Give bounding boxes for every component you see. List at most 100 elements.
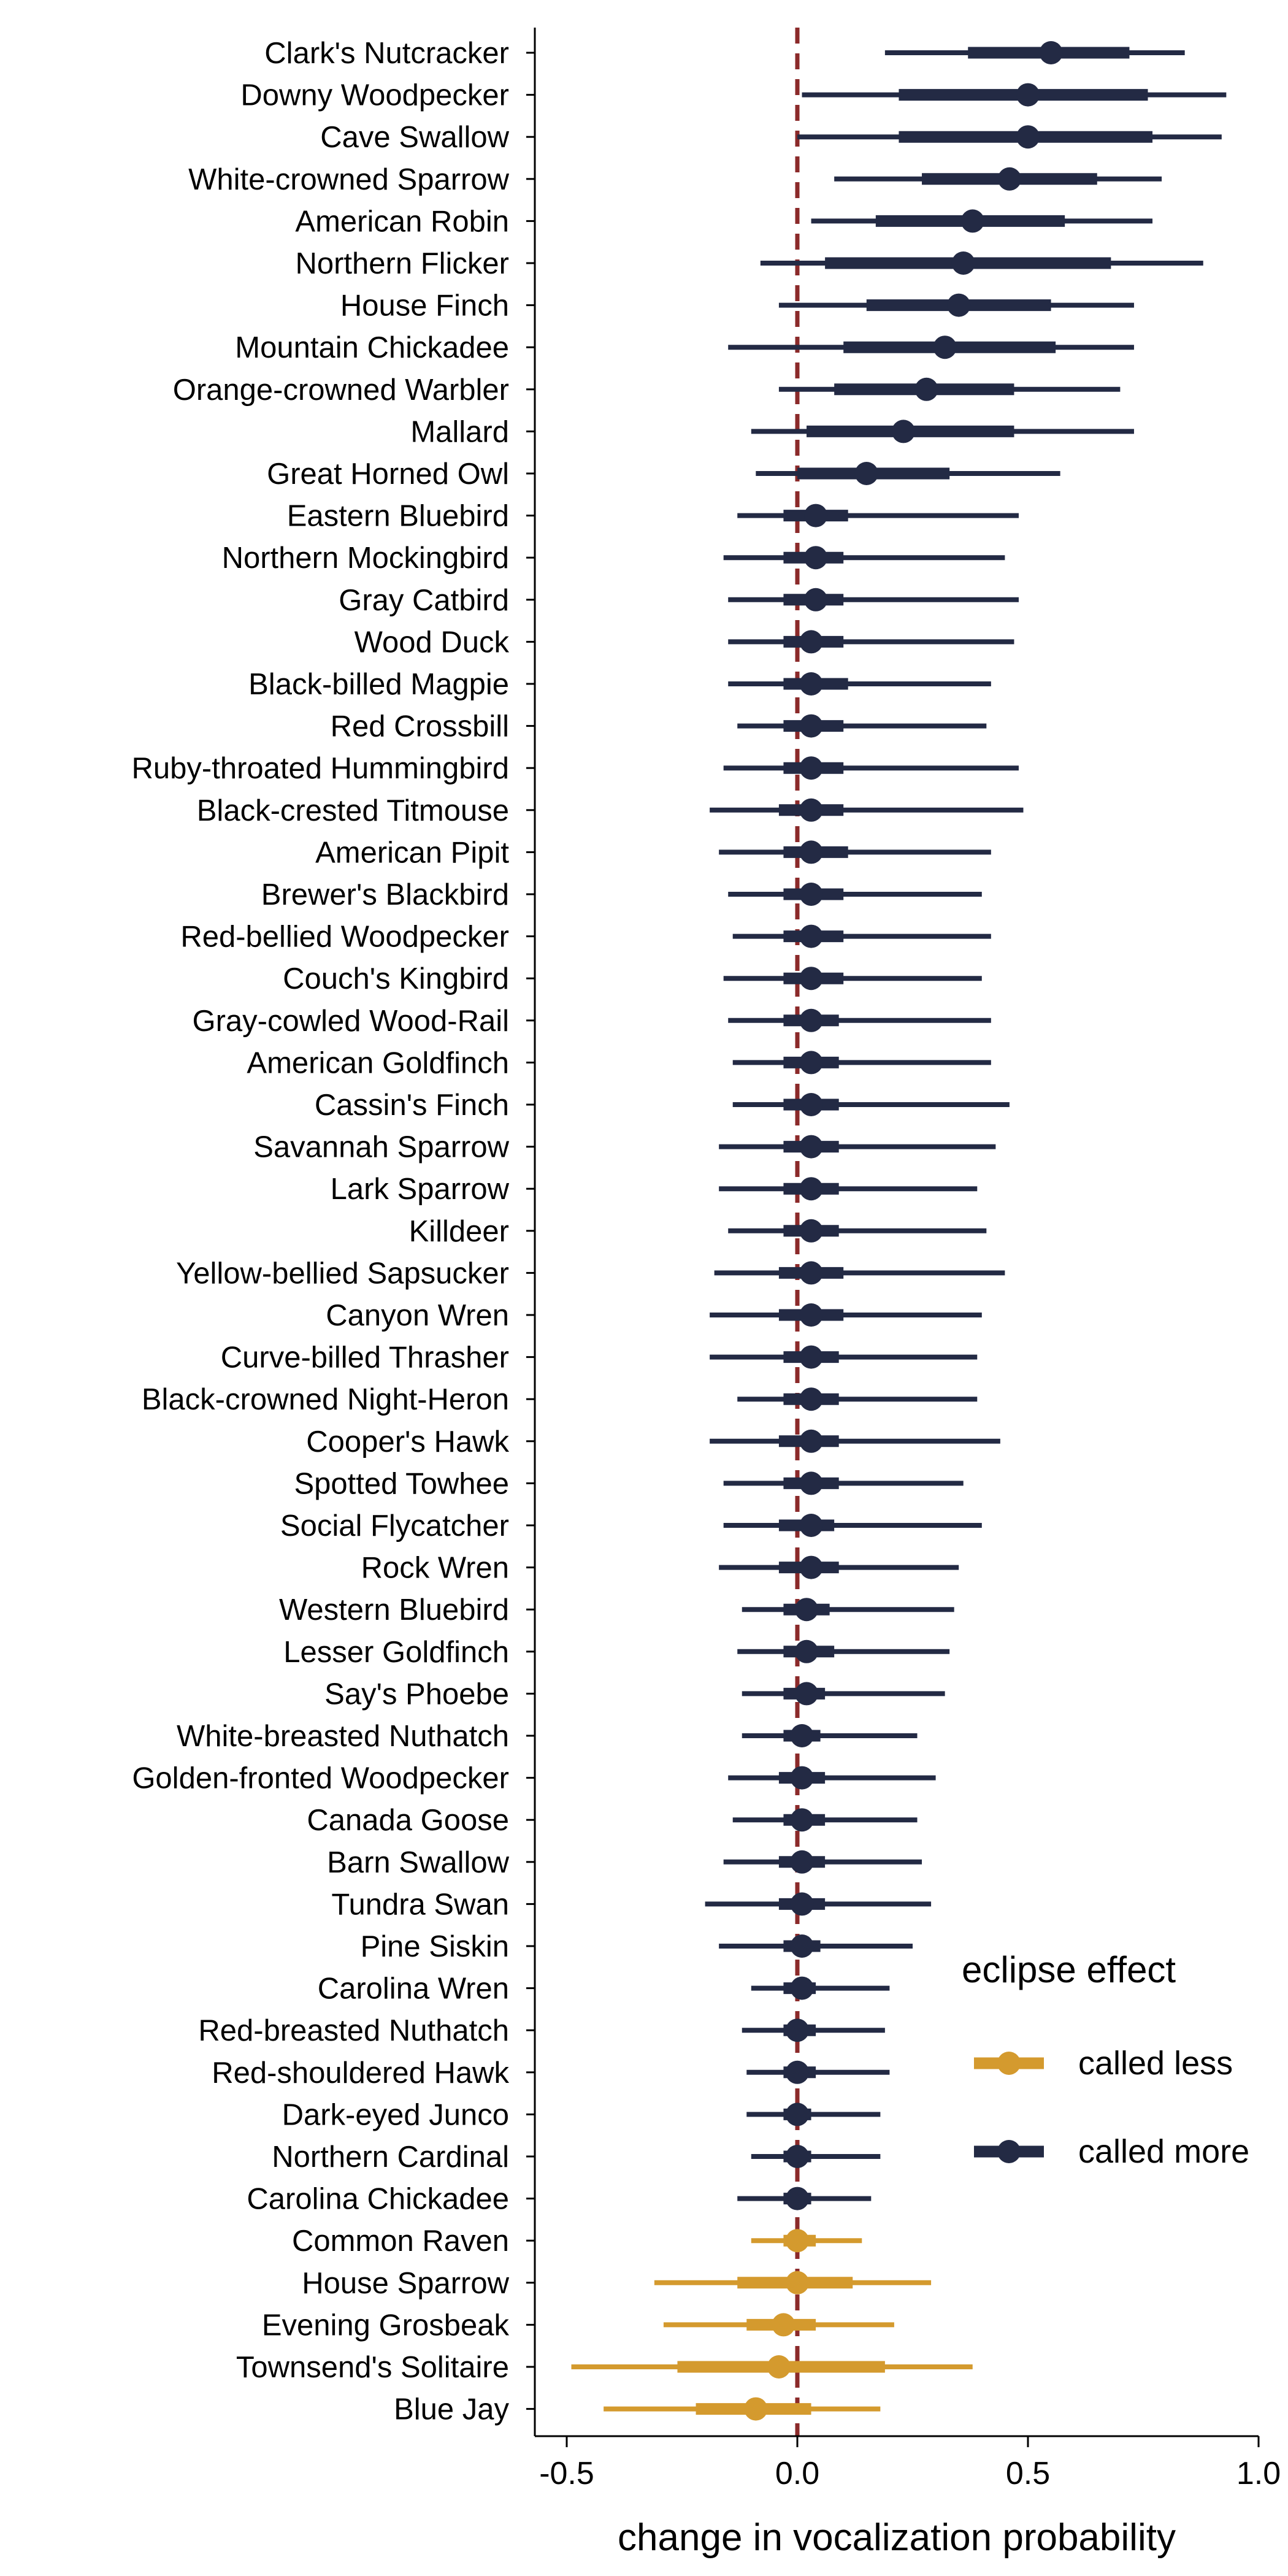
species-row-carolina-wren [751, 1976, 890, 2000]
species-label: American Robin [295, 205, 509, 238]
species-row-red-breasted-nuthatch [742, 2018, 885, 2042]
species-label: Northern Flicker [295, 247, 509, 280]
x-axis-title: change in vocalization probability [618, 2517, 1176, 2559]
legend-swatch-point [997, 2052, 1021, 2075]
species-label: Barn Swallow [327, 1846, 509, 1879]
species-label: Northern Cardinal [272, 2141, 509, 2174]
estimate-point [799, 1387, 823, 1411]
species-label: Black-crowned Night-Heron [142, 1383, 509, 1416]
estimate-point [799, 840, 823, 864]
species-row-pine-siskin [719, 1934, 913, 1958]
species-row-cooper-s-hawk [710, 1429, 1000, 1453]
estimate-point [804, 546, 828, 570]
estimate-point [799, 1261, 823, 1285]
species-label: Carolina Wren [318, 1972, 509, 2006]
species-label: Townsend's Solitaire [236, 2351, 509, 2384]
estimate-point [790, 1724, 814, 1747]
species-row-spotted-towhee [723, 1471, 964, 1495]
legend-entry-called-more: called more [974, 2133, 1249, 2170]
estimate-point [914, 377, 938, 401]
estimate-point [799, 672, 823, 696]
species-label: Gray Catbird [339, 584, 509, 617]
species-row-great-horned-owl [756, 462, 1060, 485]
species-label: Golden-fronted Woodpecker [132, 1762, 509, 1795]
species-marks [571, 41, 1227, 2421]
species-label: Pine Siskin [361, 1930, 509, 1963]
species-label: Killdeer [409, 1215, 509, 1248]
estimate-point [799, 1429, 823, 1453]
species-row-clark-s-nutcracker [884, 41, 1185, 64]
species-labels: Clark's Nutcracker Downy Woodpecker Cave S… [132, 37, 535, 2426]
axes [534, 28, 1259, 2437]
species-row-savannah-sparrow [719, 1135, 996, 1159]
estimate-point [799, 1135, 823, 1159]
estimate-point [933, 335, 957, 359]
estimate-point [799, 798, 823, 822]
estimate-point [799, 883, 823, 906]
species-label: Gray-cowled Wood-Rail [193, 1005, 510, 1038]
species-row-carolina-chickadee [737, 2187, 872, 2210]
estimate-point [799, 756, 823, 780]
estimate-point [790, 1934, 814, 1958]
estimate-point [1016, 83, 1040, 107]
estimate-point [795, 1682, 819, 1706]
estimate-point [799, 1555, 823, 1579]
x-tick-label: -0.5 [539, 2456, 594, 2491]
species-row-townsend-s-solitaire [571, 2355, 973, 2379]
species-row-eastern-bluebird [737, 504, 1019, 527]
estimate-point [790, 1976, 814, 2000]
estimate-point [799, 1219, 823, 1243]
estimate-point [799, 630, 823, 654]
species-label: Spotted Towhee [294, 1467, 509, 1500]
species-label: Social Flycatcher [280, 1509, 509, 1543]
species-label: White-crowned Sparrow [188, 163, 509, 196]
estimate-point [790, 1808, 814, 1832]
species-label: Brewer's Blackbird [261, 878, 509, 911]
estimate-point [786, 2060, 809, 2084]
species-row-black-billed-magpie [728, 672, 991, 696]
species-row-brewer-s-blackbird [728, 883, 982, 906]
species-label: Black-crested Titmouse [197, 794, 509, 827]
species-row-say-s-phoebe [742, 1682, 945, 1706]
estimate-point [772, 2313, 795, 2337]
estimate-point [795, 1639, 819, 1663]
species-label: Savannah Sparrow [253, 1131, 509, 1164]
estimate-point [767, 2355, 791, 2379]
species-row-killdeer [728, 1219, 987, 1243]
estimate-point [786, 2229, 809, 2253]
species-label: Red Crossbill [331, 710, 509, 743]
species-label: Curve-billed Thrasher [221, 1341, 509, 1374]
species-label: Eastern Bluebird [287, 500, 509, 533]
species-label: Mountain Chickadee [235, 331, 509, 364]
species-row-cassin-s-finch [732, 1093, 1010, 1116]
estimate-point [799, 967, 823, 991]
species-row-canyon-wren [710, 1303, 982, 1327]
species-label: Orange-crowned Warbler [173, 374, 509, 407]
species-row-ruby-throated-hummingbird [723, 756, 1019, 780]
species-label: Cave Swallow [320, 121, 509, 154]
species-row-northern-flicker [760, 251, 1203, 275]
estimate-point [790, 1850, 814, 1874]
legend-entry-called-less: called less [974, 2045, 1233, 2082]
legend-label: called less [1078, 2045, 1233, 2082]
species-label: Canada Goose [307, 1804, 509, 1837]
estimate-point [795, 1598, 819, 1622]
species-row-cave-swallow [797, 125, 1222, 149]
species-label: American Goldfinch [247, 1046, 509, 1079]
species-row-lark-sparrow [719, 1177, 978, 1201]
species-label: Rock Wren [361, 1552, 509, 1585]
species-row-american-robin [811, 209, 1153, 233]
estimate-point [804, 588, 828, 611]
species-row-red-shouldered-hawk [746, 2060, 890, 2084]
species-label: Evening Grosbeak [262, 2309, 510, 2342]
estimate-point [947, 293, 971, 317]
species-row-gray-catbird [728, 588, 1019, 611]
species-row-mallard [751, 420, 1134, 443]
species-row-northern-cardinal [751, 2145, 881, 2168]
estimate-point [786, 2187, 809, 2210]
legend: eclipse effect called less called more [962, 1949, 1249, 2170]
legend-label: called more [1078, 2133, 1249, 2170]
species-label: Lesser Goldfinch [283, 1636, 509, 1669]
species-row-rock-wren [719, 1555, 959, 1579]
species-row-downy-woodpecker [802, 83, 1227, 107]
